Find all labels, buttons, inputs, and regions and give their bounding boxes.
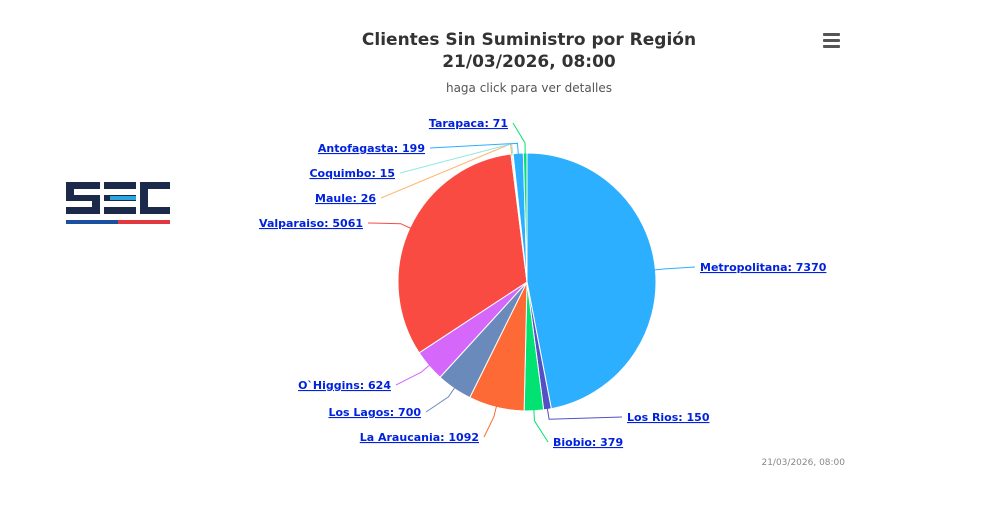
connector <box>653 266 696 271</box>
menu-button[interactable] <box>823 33 840 48</box>
logo <box>66 182 170 224</box>
data-label[interactable]: Maule: 26 <box>315 192 376 205</box>
connector <box>512 122 526 156</box>
connector <box>546 407 623 420</box>
connector <box>429 142 519 156</box>
data-label[interactable]: Los Lagos: 700 <box>328 406 421 419</box>
data-label[interactable]: O`Higgins: 624 <box>298 379 391 392</box>
data-label[interactable]: Los Rios: 150 <box>627 411 710 424</box>
chart-title-line2: 21/03/2026, 08:00 <box>442 52 616 72</box>
connector <box>367 222 412 230</box>
data-label[interactable]: Antofagasta: 199 <box>318 142 425 155</box>
credit: 21/03/2026, 08:00 <box>761 458 845 468</box>
chart-subtitle: haga click para ver detalles <box>446 81 612 95</box>
connector <box>395 364 431 386</box>
pie-slice[interactable] <box>526 152 657 410</box>
chart-title: Clientes Sin Suministro por Región <box>362 30 696 50</box>
connector <box>533 408 549 443</box>
data-label[interactable]: Valparaiso: 5061 <box>259 217 363 230</box>
data-label[interactable]: Biobio: 379 <box>553 436 623 449</box>
data-label[interactable]: Metropolitana: 7370 <box>700 261 827 274</box>
data-label[interactable]: Tarapaca: 71 <box>429 117 508 130</box>
connector <box>483 405 498 438</box>
data-label[interactable]: La Araucania: 1092 <box>360 431 479 444</box>
connector <box>425 386 456 413</box>
data-label[interactable]: Coquimbo: 15 <box>309 167 395 180</box>
